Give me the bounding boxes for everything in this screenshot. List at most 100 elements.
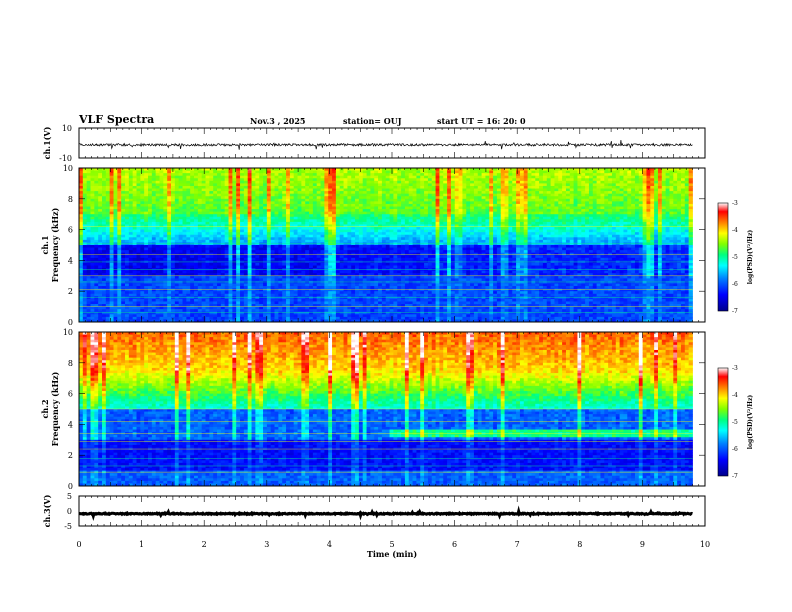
spectrogram-cell bbox=[109, 296, 114, 300]
spectrogram-cell bbox=[98, 250, 103, 254]
spectrogram-cell bbox=[343, 278, 348, 282]
spectrogram-cell bbox=[109, 301, 114, 305]
spectrogram-cell bbox=[297, 201, 302, 205]
spectrogram-cell bbox=[366, 293, 371, 297]
spectrogram-cell bbox=[297, 275, 302, 279]
spectrogram-cell bbox=[182, 239, 187, 243]
spectrogram-cell bbox=[236, 304, 241, 307]
spectrogram-cell bbox=[236, 301, 241, 305]
spectrogram-cell bbox=[347, 234, 352, 238]
spectrogram-cell bbox=[151, 209, 157, 213]
spectrogram-cell bbox=[236, 255, 241, 259]
spectrogram-cell bbox=[105, 175, 111, 179]
spectrogram-cell bbox=[236, 170, 241, 174]
spectrogram-cell bbox=[213, 206, 218, 210]
spectrogram-cell bbox=[217, 242, 222, 246]
spectrogram-cell bbox=[335, 250, 341, 254]
spectrogram-cell bbox=[182, 221, 187, 225]
spectrogram-cell bbox=[320, 293, 325, 297]
spectrogram-cell bbox=[109, 316, 114, 320]
spectrogram-cell bbox=[297, 319, 302, 323]
spectrogram-cell bbox=[174, 198, 180, 202]
spectrogram-cell bbox=[220, 206, 226, 210]
spectrogram-cell bbox=[136, 278, 141, 282]
spectrogram-cell bbox=[82, 270, 88, 274]
spectrogram-cell bbox=[328, 275, 333, 279]
spectrogram-cell bbox=[274, 196, 279, 200]
spectrogram-cell bbox=[339, 301, 344, 305]
spectrogram-cell bbox=[297, 175, 302, 179]
spectrogram-cell bbox=[374, 178, 379, 182]
spectrogram-cell bbox=[351, 255, 356, 259]
spectrogram-cell bbox=[332, 283, 337, 287]
spectrogram-cell bbox=[148, 209, 153, 213]
spectrogram-cell bbox=[355, 280, 360, 284]
spectrogram-cell bbox=[128, 237, 134, 241]
spectrogram-cell bbox=[232, 201, 237, 205]
spectrogram-cell bbox=[140, 265, 145, 269]
spectrogram-cell bbox=[109, 255, 114, 259]
spectrogram-cell bbox=[82, 314, 88, 318]
spectrogram-cell bbox=[220, 304, 226, 307]
spectrogram-cell bbox=[358, 278, 364, 282]
spectrogram-cell bbox=[332, 229, 337, 233]
spectrogram-cell bbox=[140, 286, 145, 290]
spectrogram-cell bbox=[190, 232, 195, 236]
spectrogram-cell bbox=[351, 286, 356, 290]
spectrogram-cell bbox=[374, 227, 379, 230]
spectrogram-cell bbox=[128, 265, 134, 269]
spectrogram-cell bbox=[98, 185, 103, 189]
spectrogram-cell bbox=[205, 283, 210, 287]
spectrogram-cell bbox=[240, 188, 245, 192]
spectrogram-cell bbox=[366, 298, 371, 302]
spectrogram-cell bbox=[217, 286, 222, 290]
spectrogram-cell bbox=[121, 257, 126, 261]
spectrogram-cell bbox=[316, 265, 321, 269]
spectrogram-cell bbox=[113, 265, 118, 269]
spectrogram-cell bbox=[358, 293, 364, 297]
spectrogram-cell bbox=[274, 232, 279, 236]
spectrogram-cell bbox=[293, 286, 298, 290]
spectrogram-cell bbox=[167, 214, 172, 218]
spectrogram-cell bbox=[370, 293, 375, 297]
spectrogram-cell bbox=[266, 170, 272, 174]
spectrogram-cell bbox=[102, 183, 107, 187]
spectrogram-cell bbox=[174, 234, 180, 238]
spectrogram-cell bbox=[247, 270, 252, 274]
spectrogram-cell bbox=[270, 262, 275, 266]
spectrogram-cell bbox=[309, 311, 314, 315]
spectrogram-cell bbox=[201, 229, 206, 233]
spectrogram-cell bbox=[178, 168, 183, 171]
spectrogram-cell bbox=[140, 224, 145, 228]
spectrogram-cell bbox=[205, 270, 210, 274]
spectrogram-cell bbox=[293, 221, 298, 225]
spectrogram-cell bbox=[94, 178, 99, 182]
spectrogram-cell bbox=[351, 304, 356, 307]
spectrogram-cell bbox=[174, 250, 180, 254]
spectrogram-cell bbox=[312, 257, 318, 261]
spectrogram-cell bbox=[174, 229, 180, 233]
spectrogram-cell bbox=[286, 237, 291, 241]
spectrogram-cell bbox=[79, 196, 84, 200]
spectrogram-cell bbox=[155, 168, 160, 171]
spectrogram-cell bbox=[358, 237, 364, 241]
spectrogram-cell bbox=[144, 188, 149, 192]
spectrogram-cell bbox=[324, 178, 329, 182]
spectrogram-cell bbox=[174, 316, 180, 320]
spectrogram-cell bbox=[213, 193, 218, 197]
spectrogram-cell bbox=[366, 183, 371, 187]
spectrogram-cell bbox=[148, 196, 153, 200]
spectrogram-cell bbox=[217, 314, 222, 318]
spectrogram-cell bbox=[128, 224, 134, 228]
spectrogram-cell bbox=[128, 188, 134, 192]
spectrogram-cell bbox=[186, 191, 191, 195]
spectrogram-cell bbox=[378, 275, 383, 279]
spectrogram-cell bbox=[301, 270, 306, 274]
spectrogram-cell bbox=[374, 245, 379, 248]
spectrogram-cell bbox=[186, 203, 191, 207]
spectrogram-cell bbox=[251, 237, 256, 241]
spectrogram-cell bbox=[79, 257, 84, 261]
spectrogram-cell bbox=[148, 273, 153, 277]
spectrogram-cell bbox=[347, 280, 352, 284]
spectrogram-cell bbox=[155, 216, 160, 220]
